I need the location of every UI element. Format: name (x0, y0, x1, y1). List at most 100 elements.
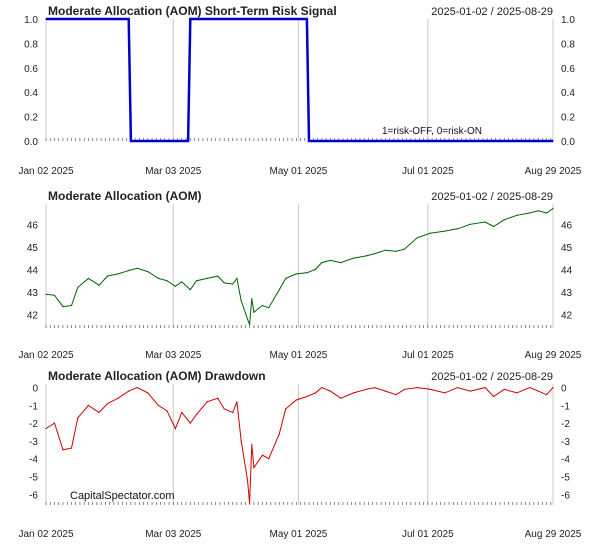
data-point (166, 280, 168, 282)
data-point (253, 467, 255, 469)
data-point (416, 237, 418, 239)
y-tick-label-right: 0.6 (561, 64, 575, 75)
data-point (429, 232, 431, 234)
data-point (174, 285, 177, 287)
y-tick-label-left: -1 (29, 401, 38, 412)
data-point (217, 275, 219, 277)
data-point (232, 411, 234, 414)
data-point (217, 397, 219, 399)
data-point (249, 502, 251, 504)
y-tick-label-right: 0.0 (561, 137, 575, 148)
data-point (352, 257, 355, 259)
y-tick-label-right: -6 (561, 490, 570, 501)
data-point (136, 386, 138, 389)
data-point (189, 18, 191, 20)
data-point (552, 140, 554, 142)
data-point (456, 386, 459, 389)
chart-title: Moderate Allocation (AOM) Short-Term Ris… (48, 4, 337, 18)
data-point (516, 214, 518, 216)
data-point (552, 207, 554, 210)
x-tick-label: Jan 02 2025 (18, 529, 73, 540)
y-tick-label-right: 0.8 (561, 39, 575, 50)
y-tick-label-left: 1.0 (24, 15, 38, 26)
data-point (537, 390, 539, 392)
data-point (314, 268, 317, 270)
y-tick-label-left: 43 (27, 288, 39, 299)
x-tick-label: Aug 29 2025 (525, 350, 582, 361)
signal-legend-note: 1=risk-OFF, 0=risk-ON (382, 126, 482, 137)
data-point (329, 390, 331, 392)
date-range: 2025-01-02 / 2025-08-29 (431, 6, 553, 18)
y-tick-label-left: 0.4 (24, 88, 38, 99)
data-point (236, 401, 238, 403)
data-point (503, 219, 505, 221)
y-tick-label-right: -2 (561, 419, 570, 430)
data-point (128, 269, 130, 272)
data-point (329, 259, 331, 261)
data-point (295, 399, 297, 401)
data-point (416, 386, 418, 389)
data-point (128, 390, 130, 392)
data-point (147, 271, 149, 273)
data-point (87, 277, 90, 279)
data-point (268, 307, 270, 309)
data-point (206, 277, 208, 279)
data-point (53, 422, 56, 424)
data-point (106, 275, 109, 277)
y-tick-label-right: 1.0 (561, 15, 575, 26)
y-tick-label-left: 45 (27, 243, 39, 254)
data-point (278, 433, 280, 435)
x-tick-label: Jul 01 2025 (402, 350, 454, 361)
y-tick-label-left: -4 (29, 455, 38, 466)
data-point (308, 140, 310, 142)
x-tick-label: May 01 2025 (270, 350, 328, 361)
data-point (246, 318, 249, 320)
data-point (484, 221, 486, 223)
data-point (384, 390, 387, 392)
data-point (62, 305, 64, 308)
x-tick-label: Mar 03 2025 (145, 166, 202, 177)
data-point (456, 228, 459, 230)
y-tick-label-right: 44 (561, 265, 573, 276)
y-tick-label-left: 0.8 (24, 39, 38, 50)
y-tick-label-left: 0 (32, 384, 38, 395)
data-point (529, 212, 531, 214)
y-tick-label-right: 42 (561, 310, 573, 321)
data-point (117, 273, 119, 275)
y-tick-label-right: -4 (561, 455, 570, 466)
y-tick-label-right: -3 (561, 437, 570, 448)
data-point (166, 410, 168, 412)
data-point (253, 311, 255, 313)
y-tick-label-right: 0.2 (561, 113, 575, 124)
data-point (546, 212, 548, 214)
data-point (136, 267, 138, 269)
data-point (117, 397, 119, 399)
chart-title: Moderate Allocation (AOM) Drawdown (48, 369, 266, 383)
watermark: CapitalSpectator.com (70, 490, 175, 502)
x-tick-label: Jan 02 2025 (18, 166, 73, 177)
data-point (261, 454, 263, 456)
y-tick-label-right: -5 (561, 473, 570, 484)
data-point (157, 277, 160, 279)
data-point (469, 390, 471, 392)
x-tick-label: Jul 01 2025 (402, 166, 454, 177)
data-point (529, 386, 531, 389)
data-point (444, 230, 446, 232)
data-point (306, 18, 308, 20)
y-tick-label-left: 42 (27, 310, 39, 321)
data-point (106, 402, 109, 405)
data-point (537, 210, 539, 212)
data-point (251, 443, 253, 446)
minor-ticks (45, 325, 552, 328)
data-point (87, 404, 90, 406)
data-point (77, 417, 79, 419)
y-tick-label-left: -3 (29, 437, 38, 448)
series-points (45, 207, 554, 326)
y-tick-label-right: 0.4 (561, 88, 575, 99)
y-tick-label-right: -1 (561, 401, 570, 412)
data-point (469, 223, 471, 225)
data-point (206, 401, 208, 403)
x-tick-label: May 01 2025 (270, 529, 328, 540)
data-point (251, 298, 253, 300)
